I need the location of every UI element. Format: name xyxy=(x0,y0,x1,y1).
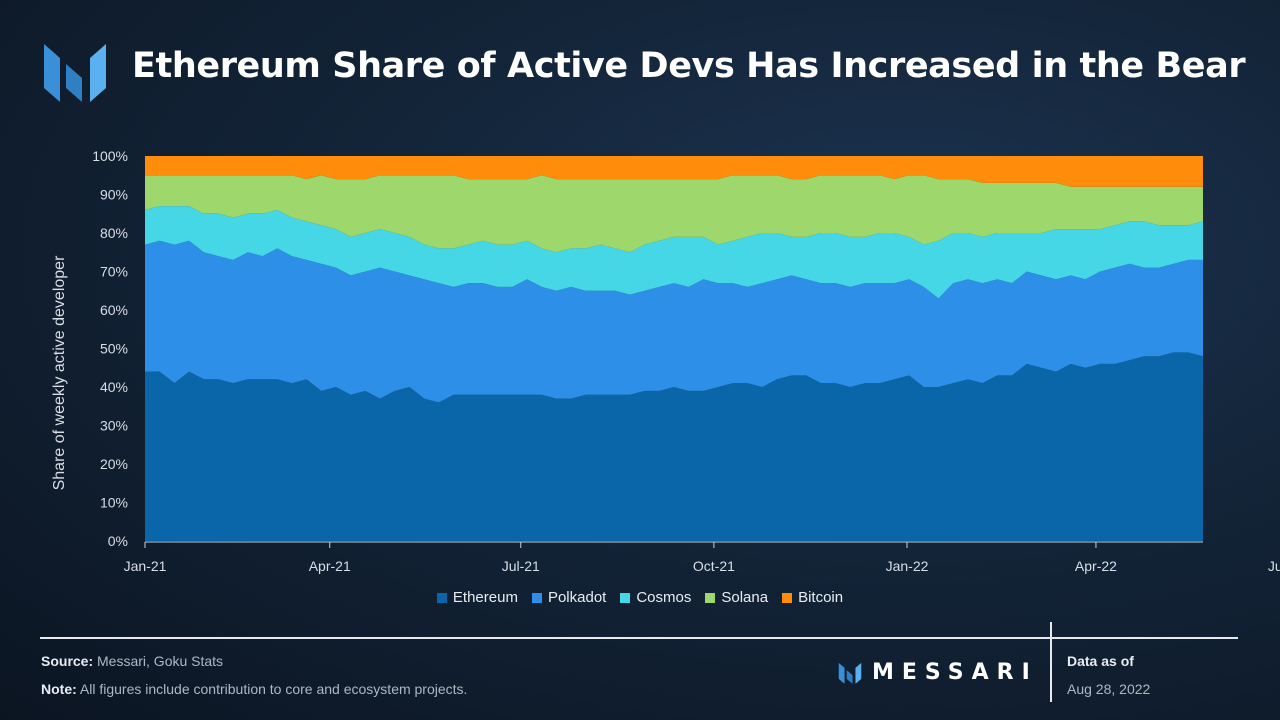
legend-swatch xyxy=(436,592,447,603)
x-tick-label: Jan-21 xyxy=(124,558,167,574)
footer-vertical-divider xyxy=(1050,622,1052,702)
y-tick-label: 90% xyxy=(100,187,128,203)
area-bitcoin xyxy=(145,156,1203,187)
y-tick-label: 20% xyxy=(100,456,128,472)
data-as-of-label: Data as of xyxy=(1067,653,1134,669)
y-tick-label: 100% xyxy=(92,148,128,164)
messari-small-logo-icon xyxy=(838,662,862,684)
brand-wordmark: MESSARI xyxy=(872,660,1038,685)
legend-label: Ethereum xyxy=(452,589,518,606)
legend-item-solana: Solana xyxy=(705,589,768,606)
area-solana xyxy=(145,175,1203,253)
legend-item-ethereum: Ethereum xyxy=(436,589,518,606)
y-tick-label: 70% xyxy=(100,264,128,280)
legend-label: Polkadot xyxy=(547,589,607,606)
legend-item-polkadot: Polkadot xyxy=(531,589,607,606)
footer-divider-line xyxy=(40,637,1238,639)
y-axis-label: Share of weekly active developer xyxy=(51,255,68,490)
y-tick-label: 50% xyxy=(100,341,128,357)
x-tick-label: Apr-21 xyxy=(309,558,351,574)
legend-swatch xyxy=(620,592,631,603)
legend-swatch xyxy=(782,592,793,603)
legend-item-bitcoin: Bitcoin xyxy=(782,589,843,606)
chart-legend: Ethereum Polkadot Cosmos Solana Bitcoin xyxy=(0,589,1280,606)
y-tick-label: 60% xyxy=(100,302,128,318)
legend-swatch xyxy=(531,592,542,603)
y-tick-label: 40% xyxy=(100,379,128,395)
y-tick-label: 0% xyxy=(108,533,128,549)
y-tick-label: 10% xyxy=(100,495,128,511)
x-tick-label: Jul-22 xyxy=(1268,558,1280,574)
x-tick-label: Jul-21 xyxy=(502,558,540,574)
data-as-of-date: Aug 28, 2022 xyxy=(1067,681,1151,697)
legend-label: Solana xyxy=(721,589,769,606)
stacked-area-chart: 0% 10% 20% 30% 40% 50% 60% 70% 80% 90% 100% Jan-21 A… xyxy=(51,148,1280,574)
messari-logo-icon xyxy=(44,44,106,102)
figures-note: Note: All figures include contribution t… xyxy=(41,681,468,697)
legend-swatch xyxy=(705,592,716,603)
area-ethereum xyxy=(145,352,1203,541)
messari-brand: MESSARI xyxy=(838,660,1038,685)
page-title: Ethereum Share of Active Devs Has Increa… xyxy=(132,46,1246,86)
legend-label: Cosmos xyxy=(636,589,692,606)
legend-item-cosmos: Cosmos xyxy=(620,589,691,606)
x-tick-label: Apr-22 xyxy=(1075,558,1117,574)
x-tick-label: Jan-22 xyxy=(886,558,929,574)
legend-label: Bitcoin xyxy=(798,589,844,606)
y-tick-label: 30% xyxy=(100,418,128,434)
area-polkadot xyxy=(145,240,1203,403)
source-note: Source: Messari, Goku Stats xyxy=(41,653,224,669)
x-tick-label: Oct-21 xyxy=(693,558,735,574)
area-cosmos xyxy=(145,206,1203,299)
y-tick-label: 80% xyxy=(100,225,128,241)
